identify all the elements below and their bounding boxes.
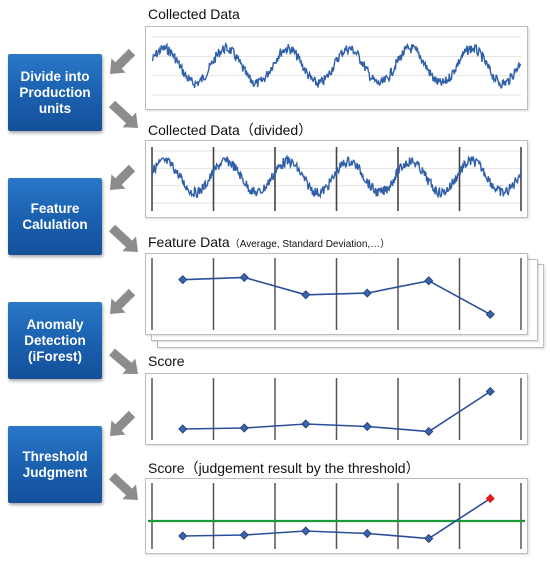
caption-collected: Collected Data: [148, 6, 240, 22]
step-threshold-label: Threshold Judgment: [22, 448, 88, 480]
data-marker: [178, 275, 188, 285]
threshold-score-chart: [148, 483, 525, 549]
step-feature: Feature Calulation: [8, 178, 102, 255]
data-marker: [424, 533, 434, 544]
arrow-out-anomaly: [109, 348, 138, 374]
arrow-layer: [108, 48, 138, 500]
series-line: [182, 497, 491, 540]
data-marker: [424, 426, 434, 437]
step-anomaly: Anomaly Detection (iForest): [8, 302, 102, 379]
data-marker: [178, 531, 188, 541]
arrow-into-anomaly: [110, 288, 136, 314]
data-marker: [362, 421, 372, 432]
step-threshold: Threshold Judgment: [8, 426, 102, 503]
data-marker: [239, 423, 249, 433]
data-marker: [178, 424, 188, 434]
data-marker: [301, 290, 311, 300]
arrow-out-divide: [108, 100, 138, 128]
data-marker: [239, 272, 249, 283]
collected-data-chart: [151, 36, 522, 96]
data-marker: [485, 309, 495, 319]
score-chart: [151, 378, 522, 440]
step-feature-label: Feature Calulation: [22, 200, 88, 232]
arrow-into-divide: [110, 48, 136, 74]
step-anomaly-label: Anomaly Detection (iForest): [24, 316, 86, 364]
divided-data-panel: [145, 140, 528, 218]
data-marker: [301, 526, 311, 536]
data-marker: [362, 288, 372, 298]
arrow-out-feature: [108, 224, 138, 252]
caption-divided: Collected Data（divided）: [148, 122, 313, 138]
arrow-into-feature: [110, 164, 136, 190]
anomaly-marker: [485, 493, 495, 504]
data-marker: [362, 528, 372, 539]
series-line: [182, 390, 491, 433]
caption-feature-main: Feature Data: [148, 234, 230, 250]
caption-feature-sub: （Average, Standard Deviation,…）: [229, 239, 391, 250]
caption-threshold: Score（judgement result by the threshold）: [148, 460, 420, 476]
series-line: [182, 276, 491, 316]
score-panel: [145, 373, 528, 445]
data-marker: [424, 276, 434, 286]
collected-data-panel: [145, 26, 528, 110]
feature-data-chart: [151, 258, 522, 330]
data-marker: [485, 386, 495, 397]
step-divide: Divide into Production units: [8, 54, 102, 131]
feature-data-panel: [145, 253, 528, 335]
caption-score: Score: [148, 353, 185, 369]
threshold-score-panel: [145, 478, 528, 554]
arrow-out-threshold: [108, 472, 138, 500]
step-divide-label: Divide into Production units: [19, 68, 91, 116]
signal-series: [151, 41, 522, 90]
arrow-into-threshold: [110, 410, 136, 436]
data-marker: [301, 419, 311, 429]
signal-series: [151, 154, 522, 200]
data-marker: [239, 530, 249, 540]
divided-data-chart: [151, 147, 522, 211]
caption-feature: Feature Data（Average, Standard Deviation…: [148, 234, 390, 250]
